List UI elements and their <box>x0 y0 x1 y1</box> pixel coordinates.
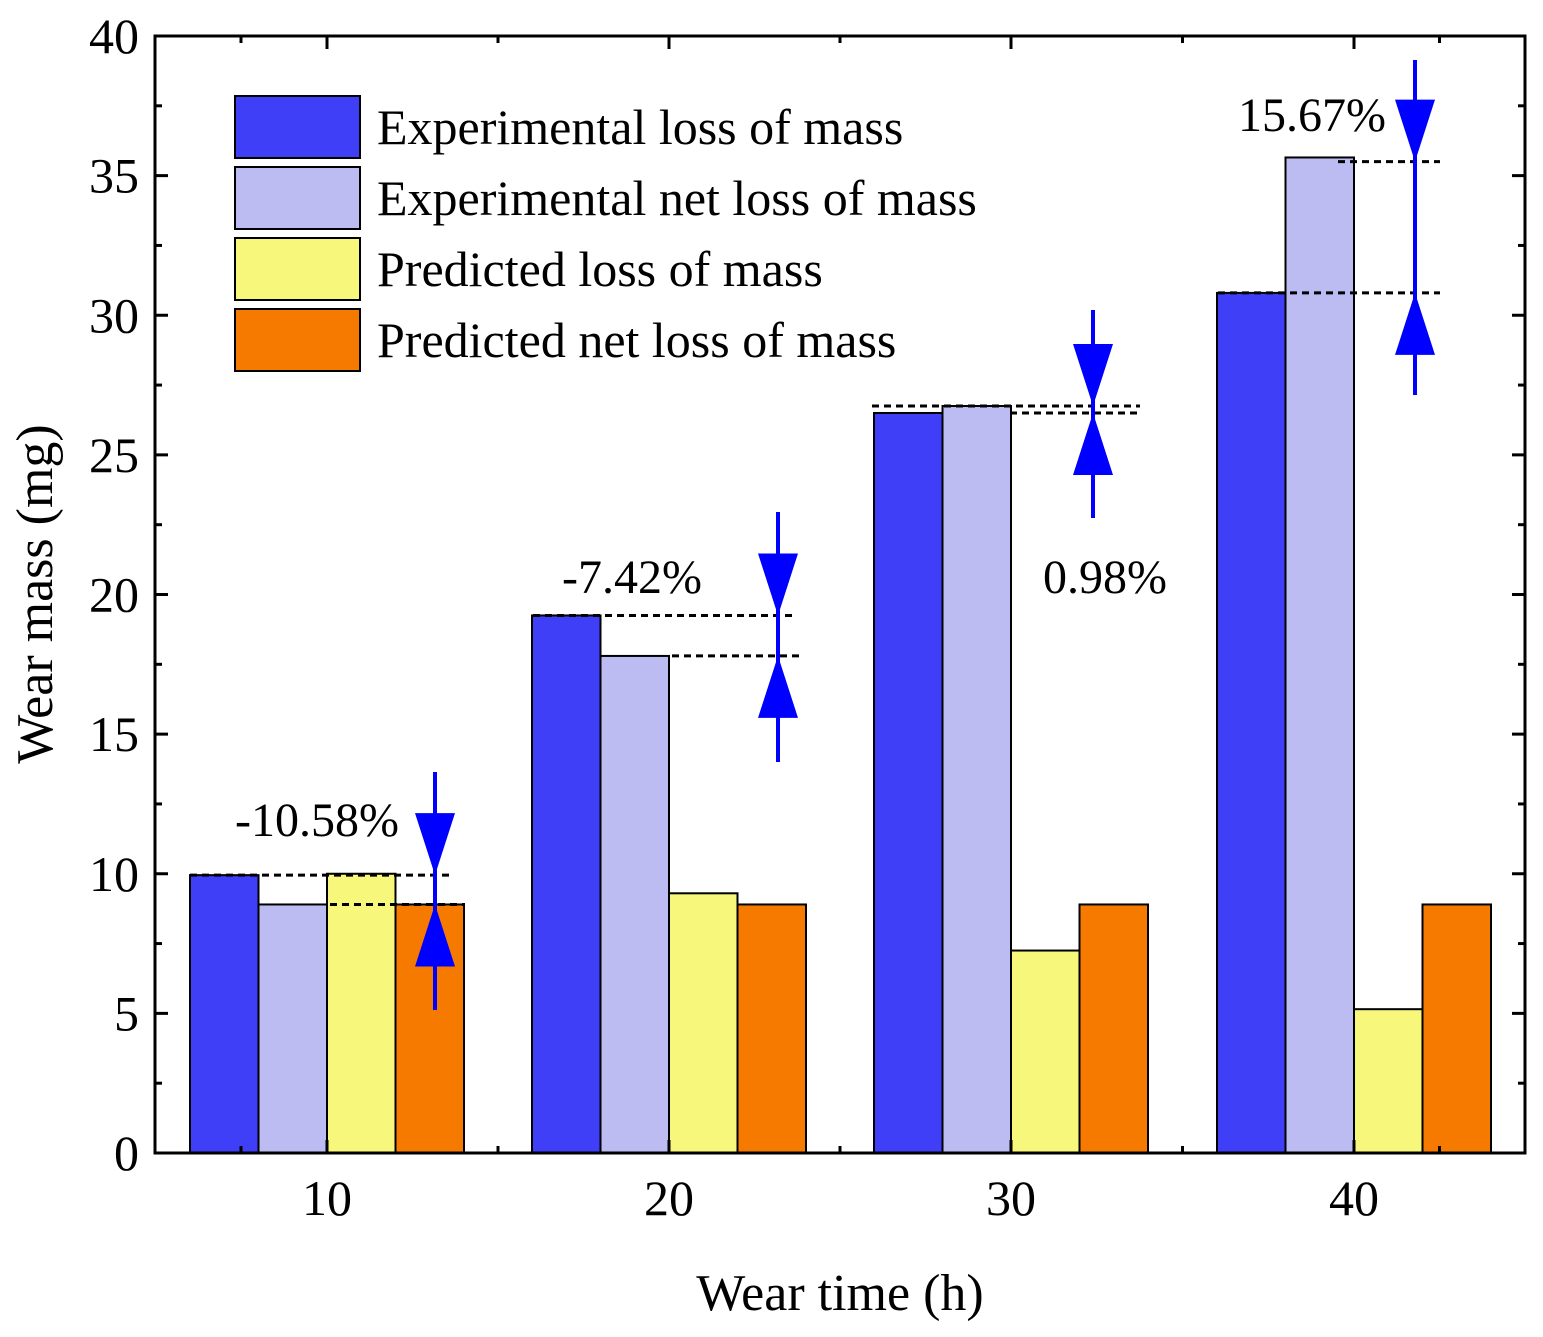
percent-labels-layer: -10.58% -7.42% 0.98% 15.67% <box>235 89 1386 847</box>
bar-1-30 <box>873 411 944 1154</box>
y-tick-label: 40 <box>89 8 139 64</box>
down-arrow-icon-30 <box>1073 344 1113 407</box>
up-arrow-icon-20 <box>758 655 798 718</box>
up-arrow-icon-40 <box>1395 292 1435 355</box>
bar-2-10 <box>257 903 328 1155</box>
y-tick-label: 30 <box>89 287 139 343</box>
down-arrow-icon-40 <box>1395 99 1435 162</box>
y-tick-label: 15 <box>89 706 139 762</box>
percent-label-20: -7.42% <box>562 551 702 604</box>
up-arrow-icon-30 <box>1073 412 1113 475</box>
legend-swatch-1 <box>234 95 361 159</box>
legend-swatch-3 <box>234 237 361 301</box>
legend-label-2: Experimental net loss of mass <box>377 170 977 226</box>
y-tick-label: 35 <box>89 148 139 204</box>
bar-3-40 <box>1353 1008 1424 1155</box>
y-tick-label: 5 <box>114 985 139 1041</box>
x-axis-title: Wear time (h) <box>696 1265 983 1322</box>
bar-2-40 <box>1284 156 1355 1154</box>
x-tick-label: 10 <box>302 1170 352 1226</box>
bar-1-10 <box>189 874 260 1154</box>
down-arrow-icon-10 <box>415 813 455 876</box>
bar-1-20 <box>531 614 602 1154</box>
legend-swatch-2 <box>234 166 361 230</box>
legend-swatch-4 <box>234 308 361 372</box>
bar-4-30 <box>1078 903 1149 1155</box>
up-arrow-icon-10 <box>415 904 455 967</box>
legend: Experimental loss of mass Experimental ne… <box>234 95 977 372</box>
y-tick-label: 0 <box>114 1125 139 1181</box>
legend-label-4: Predicted net loss of mass <box>377 312 896 368</box>
bar-2-30 <box>941 405 1012 1155</box>
bar-4-40 <box>1421 903 1492 1155</box>
y-tick-label: 10 <box>89 846 139 902</box>
y-tick-label: 25 <box>89 427 139 483</box>
y-tick-label: 20 <box>89 567 139 623</box>
bar-2-20 <box>599 654 670 1154</box>
percent-label-40: 15.67% <box>1238 89 1386 142</box>
y-axis-title: Wear mass (mg) <box>7 424 64 763</box>
percent-arrows-layer <box>415 60 1435 1010</box>
legend-label-3: Predicted loss of mass <box>377 241 823 297</box>
bars-layer <box>189 156 1492 1155</box>
x-tick-label: 40 <box>1329 1170 1379 1226</box>
ticks-layer: 0 5 10 15 20 25 30 35 40 10 20 30 40 <box>89 8 1525 1226</box>
legend-label-1: Experimental loss of mass <box>377 99 903 155</box>
percent-label-10: -10.58% <box>235 794 399 847</box>
percent-label-30: 0.98% <box>1043 551 1167 604</box>
comparison-lines-layer <box>190 160 1440 906</box>
x-tick-label: 20 <box>644 1170 694 1226</box>
bar-3-20 <box>668 892 739 1154</box>
x-tick-label: 30 <box>986 1170 1036 1226</box>
bar-3-30 <box>1010 949 1081 1155</box>
bar-3-10 <box>326 872 397 1154</box>
bar-1-40 <box>1216 291 1287 1155</box>
down-arrow-icon-20 <box>758 553 798 616</box>
bar-4-20 <box>736 903 807 1155</box>
